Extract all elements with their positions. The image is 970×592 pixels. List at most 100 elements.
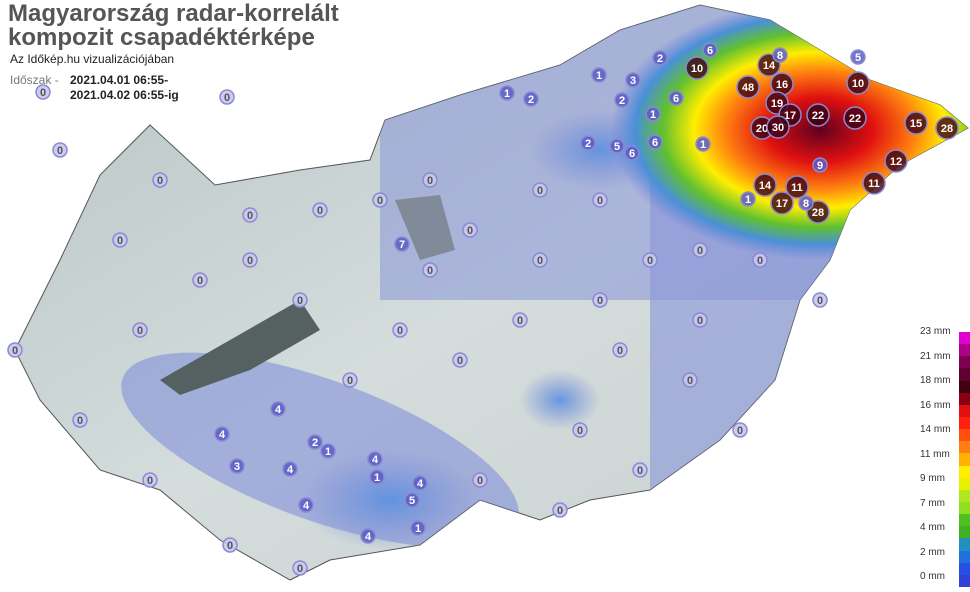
station-circle <box>812 292 828 308</box>
station-circle <box>312 202 328 218</box>
station-marker[interactable]: 2 <box>523 91 539 107</box>
station-marker[interactable]: 2 <box>614 92 630 108</box>
station-marker[interactable]: 14 <box>753 173 777 197</box>
station-marker[interactable]: 0 <box>572 422 588 438</box>
station-marker[interactable]: 3 <box>625 72 641 88</box>
station-marker[interactable]: 0 <box>422 262 438 278</box>
station-marker[interactable]: 0 <box>692 312 708 328</box>
station-marker[interactable]: 0 <box>472 472 488 488</box>
station-marker[interactable]: 30 <box>766 115 790 139</box>
station-marker[interactable]: 0 <box>242 207 258 223</box>
station-marker[interactable]: 0 <box>752 252 768 268</box>
station-marker[interactable]: 0 <box>592 292 608 308</box>
station-marker[interactable]: 0 <box>512 312 528 328</box>
station-marker[interactable]: 4 <box>214 426 230 442</box>
station-marker[interactable]: 0 <box>242 252 258 268</box>
station-marker[interactable]: 0 <box>132 322 148 338</box>
station-marker[interactable]: 4 <box>270 401 286 417</box>
station-marker[interactable]: 0 <box>222 537 238 553</box>
station-marker[interactable]: 0 <box>612 342 628 358</box>
station-marker[interactable]: 7 <box>394 236 410 252</box>
station-marker[interactable]: 0 <box>422 172 438 188</box>
station-marker[interactable]: 22 <box>806 103 830 127</box>
station-marker[interactable]: 5 <box>404 492 420 508</box>
station-marker[interactable]: 11 <box>862 171 886 195</box>
station-marker[interactable]: 1 <box>591 67 607 83</box>
station-marker[interactable]: 0 <box>392 322 408 338</box>
station-marker[interactable]: 0 <box>112 232 128 248</box>
station-marker[interactable]: 2 <box>652 50 668 66</box>
station-marker[interactable]: 0 <box>812 292 828 308</box>
station-marker[interactable]: 0 <box>642 252 658 268</box>
period-from: 2021.04.01 06:55- <box>70 73 169 87</box>
station-value: 0 <box>817 295 823 307</box>
station-marker[interactable]: 0 <box>592 192 608 208</box>
station-marker[interactable]: 8 <box>798 195 814 211</box>
station-marker[interactable]: 0 <box>52 142 68 158</box>
station-marker[interactable]: 0 <box>35 84 51 100</box>
station-marker[interactable]: 0 <box>292 560 308 576</box>
station-marker[interactable]: 1 <box>695 136 711 152</box>
station-marker[interactable]: 1 <box>369 469 385 485</box>
station-marker[interactable]: 0 <box>532 182 548 198</box>
station-value: 0 <box>224 92 230 104</box>
station-marker[interactable]: 1 <box>320 443 336 459</box>
station-marker[interactable]: 4 <box>282 461 298 477</box>
station-marker[interactable]: 10 <box>846 71 870 95</box>
station-marker[interactable]: 0 <box>692 242 708 258</box>
station-marker[interactable]: 0 <box>142 472 158 488</box>
station-marker[interactable]: 0 <box>452 352 468 368</box>
station-value: 0 <box>147 475 153 487</box>
station-marker[interactable]: 0 <box>462 222 478 238</box>
station-marker[interactable]: 0 <box>152 172 168 188</box>
station-marker[interactable]: 4 <box>298 497 314 513</box>
station-marker[interactable]: 8 <box>772 47 788 63</box>
station-marker[interactable]: 0 <box>732 422 748 438</box>
station-marker[interactable]: 1 <box>645 106 661 122</box>
station-marker[interactable]: 0 <box>682 372 698 388</box>
station-marker[interactable]: 6 <box>702 42 718 58</box>
station-marker[interactable]: 0 <box>292 292 308 308</box>
station-marker[interactable]: 16 <box>770 72 794 96</box>
station-marker[interactable]: 2 <box>580 135 596 151</box>
station-value: 0 <box>597 195 603 207</box>
station-marker[interactable]: 0 <box>72 412 88 428</box>
station-marker[interactable]: 28 <box>935 116 959 140</box>
station-marker[interactable]: 12 <box>884 149 908 173</box>
station-marker[interactable]: 4 <box>412 475 428 491</box>
station-marker[interactable]: 6 <box>668 90 684 106</box>
station-marker[interactable]: 15 <box>904 111 928 135</box>
station-marker[interactable]: 0 <box>372 192 388 208</box>
station-marker[interactable]: 0 <box>342 372 358 388</box>
station-value: 8 <box>803 198 809 210</box>
station-marker[interactable]: 5 <box>850 49 866 65</box>
station-marker[interactable]: 10 <box>685 56 709 80</box>
station-marker[interactable]: 4 <box>367 451 383 467</box>
station-marker[interactable]: 11 <box>785 175 809 199</box>
station-marker[interactable]: 0 <box>552 502 568 518</box>
station-marker[interactable]: 3 <box>229 458 245 474</box>
station-marker[interactable]: 2 <box>307 434 323 450</box>
station-marker[interactable]: 0 <box>312 202 328 218</box>
station-marker[interactable]: 1 <box>499 85 515 101</box>
station-marker[interactable]: 17 <box>770 191 794 215</box>
station-marker[interactable]: 0 <box>532 252 548 268</box>
station-marker[interactable]: 22 <box>843 106 867 130</box>
station-marker[interactable]: 0 <box>632 462 648 478</box>
station-marker[interactable]: 0 <box>219 89 235 105</box>
station-marker[interactable]: 0 <box>7 342 23 358</box>
station-marker[interactable]: 6 <box>624 145 640 161</box>
station-marker[interactable]: 1 <box>410 520 426 536</box>
station-marker[interactable]: 48 <box>736 75 760 99</box>
station-marker[interactable]: 1 <box>740 191 756 207</box>
station-circle <box>652 50 668 66</box>
station-value: 4 <box>365 531 372 543</box>
station-marker[interactable]: 5 <box>609 138 625 154</box>
station-marker[interactable]: 4 <box>360 528 376 544</box>
station-value: 5 <box>614 141 620 153</box>
station-marker[interactable]: 6 <box>647 134 663 150</box>
station-marker[interactable]: 0 <box>192 272 208 288</box>
station-marker[interactable]: 9 <box>812 157 828 173</box>
legend-swatch <box>959 489 970 502</box>
